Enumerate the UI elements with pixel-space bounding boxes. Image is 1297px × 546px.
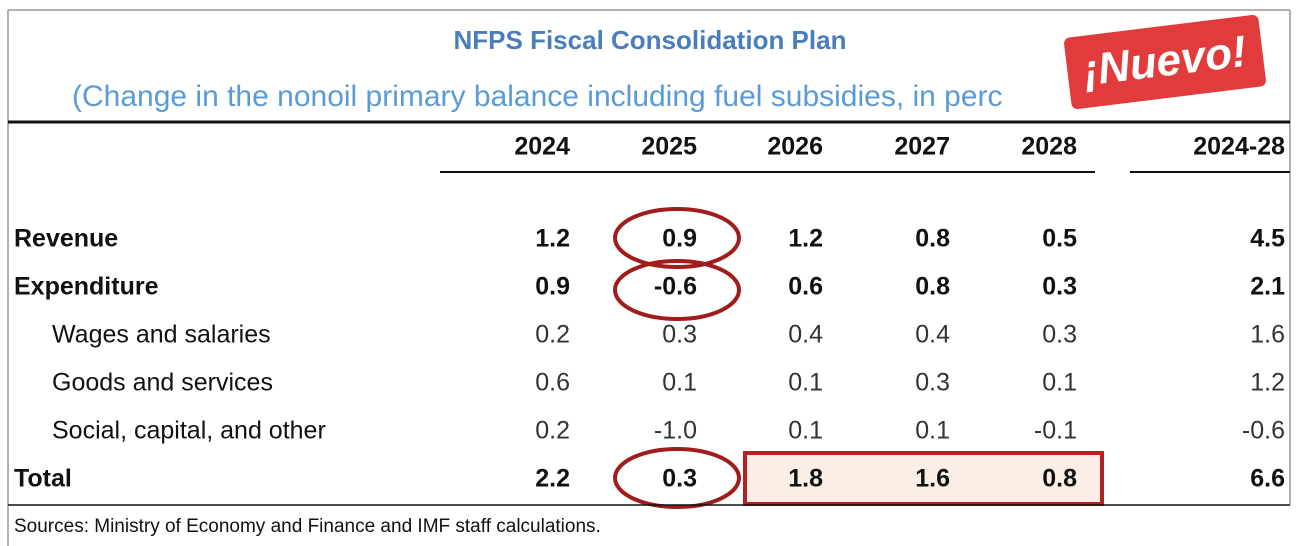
column-header: 2024-28 (1193, 133, 1285, 161)
column-header: 2026 (767, 133, 823, 161)
cell-value: 0.6 (788, 273, 823, 301)
column-header: 2024 (514, 133, 570, 161)
cell-value: 0.3 (662, 321, 697, 349)
cell-value: 0.6 (535, 369, 570, 397)
cell-value: 0.9 (662, 225, 697, 253)
cell-value: 0.3 (1042, 273, 1077, 301)
cell-value: 0.3 (662, 465, 697, 493)
cell-value: 1.6 (1250, 321, 1285, 349)
row-label: Total (14, 465, 72, 493)
cell-value: 2.2 (535, 465, 570, 493)
cell-value: 2.1 (1250, 273, 1285, 301)
cell-value: 0.1 (788, 417, 823, 445)
row-label: Social, capital, and other (52, 417, 326, 445)
cell-value: 0.1 (788, 369, 823, 397)
cell-value: 0.1 (662, 369, 697, 397)
cell-value: -0.6 (654, 273, 697, 301)
cell-value: 0.9 (535, 273, 570, 301)
cell-value: 1.8 (788, 465, 823, 493)
cell-value: -0.6 (1242, 417, 1285, 445)
cell-value: 0.8 (915, 273, 950, 301)
cell-value: 0.3 (1042, 321, 1077, 349)
subtitle: (Change in the nonoil primary balance in… (72, 80, 1003, 113)
row-label: Revenue (14, 225, 118, 253)
cell-value: 6.6 (1250, 465, 1285, 493)
cell-value: 0.8 (915, 225, 950, 253)
cell-value: 0.4 (915, 321, 950, 349)
cell-value: -1.0 (654, 417, 697, 445)
cell-value: 1.2 (535, 225, 570, 253)
cell-value: -0.1 (1034, 417, 1077, 445)
row-label: Goods and services (52, 369, 273, 397)
cell-value: 0.5 (1042, 225, 1077, 253)
cell-value: 0.4 (788, 321, 823, 349)
row-label: Wages and salaries (52, 321, 271, 349)
source-note: Sources: Ministry of Economy and Finance… (14, 516, 601, 537)
column-header: 2028 (1021, 133, 1077, 161)
cell-value: 1.6 (915, 465, 950, 493)
cell-value: 0.1 (1042, 369, 1077, 397)
cell-value: 0.1 (915, 417, 950, 445)
cell-value: 1.2 (1250, 369, 1285, 397)
column-header: 2027 (894, 133, 950, 161)
cell-value: 0.8 (1042, 465, 1077, 493)
cell-value: 4.5 (1250, 225, 1285, 253)
cell-value: 0.2 (535, 417, 570, 445)
cell-value: 1.2 (788, 225, 823, 253)
column-header: 2025 (641, 133, 697, 161)
table-figure: NFPS Fiscal Consolidation Plan (Change i… (0, 0, 1297, 546)
title: NFPS Fiscal Consolidation Plan (454, 25, 847, 55)
row-label: Expenditure (14, 273, 159, 301)
cell-value: 0.2 (535, 321, 570, 349)
cell-value: 0.3 (915, 369, 950, 397)
